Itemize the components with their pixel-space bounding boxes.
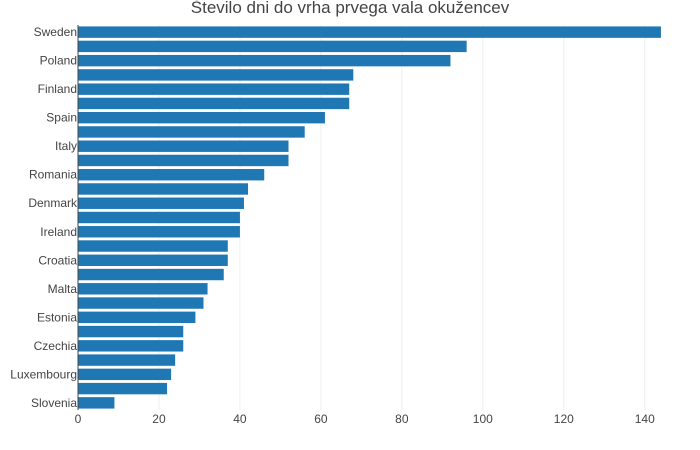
x-tick-label: 40	[233, 412, 247, 426]
bar	[78, 26, 661, 38]
bar	[78, 97, 350, 110]
bar	[78, 140, 289, 152]
y-tick-label: Romania	[29, 168, 77, 182]
y-tick-label: Finland	[38, 82, 77, 96]
x-tick-label: 100	[473, 412, 493, 426]
bar	[78, 83, 350, 95]
y-tick-label: Croatia	[38, 253, 77, 267]
bar	[78, 397, 115, 409]
bar	[78, 183, 249, 195]
y-tick-label: Estonia	[37, 310, 77, 324]
bar	[78, 254, 228, 266]
y-tick-label: Poland	[40, 54, 77, 68]
y-tick-label: Spain	[46, 111, 77, 125]
bar	[78, 354, 176, 366]
bar	[78, 368, 172, 381]
y-tick-label: Sweden	[34, 25, 77, 39]
bar	[78, 197, 244, 209]
bars	[78, 26, 661, 409]
bar	[78, 297, 204, 309]
bar	[78, 154, 289, 167]
bar	[78, 169, 265, 181]
bar	[78, 226, 240, 238]
bar	[78, 340, 184, 352]
x-tick-label: 0	[75, 412, 82, 426]
bar	[78, 211, 240, 224]
y-tick-label: Luxembourg	[10, 367, 77, 381]
bar	[78, 111, 325, 124]
y-axis-tick-labels: Sweden Poland Finland Spain Italy Romania Denm…	[10, 25, 78, 410]
bar	[78, 283, 208, 295]
bar	[78, 311, 196, 324]
y-tick-label: Italy	[55, 139, 77, 153]
bar	[78, 126, 305, 138]
x-tick-label: 80	[395, 412, 409, 426]
y-tick-label: Malta	[48, 282, 78, 296]
y-tick-label: Slovenia	[31, 396, 77, 410]
bar	[78, 54, 451, 67]
y-tick-label: Czechia	[34, 339, 78, 353]
chart-title: Število dni do vrha prvega vala okužence…	[191, 0, 510, 17]
bar	[78, 40, 467, 53]
y-tick-label: Denmark	[28, 196, 78, 210]
x-tick-label: 140	[635, 412, 655, 426]
x-tick-label: 120	[554, 412, 574, 426]
bar	[78, 325, 184, 338]
bar	[78, 69, 354, 81]
bar	[78, 268, 224, 281]
x-axis-tick-labels: 0 20 40 60 80 100 120 140	[75, 412, 655, 426]
bar	[78, 382, 168, 395]
bar	[78, 240, 228, 252]
x-tick-label: 20	[152, 412, 166, 426]
y-tick-label: Ireland	[40, 225, 77, 239]
x-tick-label: 60	[314, 412, 328, 426]
